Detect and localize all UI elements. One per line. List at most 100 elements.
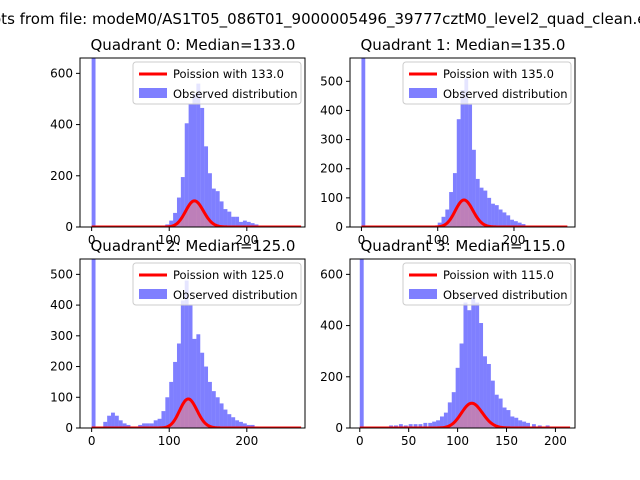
histogram-bar xyxy=(483,190,488,227)
y-tick-label: 300 xyxy=(320,133,343,147)
histogram-bar xyxy=(200,352,205,428)
histogram-bar xyxy=(200,107,205,227)
histogram-bar xyxy=(91,259,96,428)
histogram-bar xyxy=(513,221,518,227)
histogram-bar xyxy=(153,420,158,428)
histogram-bar xyxy=(479,323,484,428)
histogram-bar xyxy=(188,305,193,428)
poisson-fill xyxy=(91,398,302,428)
y-tick-label: 400 xyxy=(320,319,343,333)
histogram-bar xyxy=(118,420,123,428)
histogram-bar xyxy=(490,380,495,428)
histogram-bar xyxy=(443,412,448,428)
x-tick-label: 50 xyxy=(401,434,416,448)
histogram-bar xyxy=(208,381,212,428)
histogram-bar xyxy=(475,302,480,428)
panel-1-title: Quadrant 1: Median=135.0 xyxy=(361,36,566,54)
legend-line-label: Poission with 115.0 xyxy=(443,268,554,282)
histogram-bar xyxy=(231,216,236,227)
poisson-curve-group xyxy=(359,401,571,428)
histogram-bar xyxy=(518,420,523,428)
histogram-bar xyxy=(250,223,255,227)
histogram-bar xyxy=(436,420,440,428)
histogram-bar xyxy=(227,211,232,227)
x-tick-label: 100 xyxy=(158,233,181,247)
x-tick-label: 0 xyxy=(88,434,96,448)
histogram-bar xyxy=(204,366,209,428)
histogram-bar xyxy=(239,421,243,428)
histogram-bar xyxy=(483,356,487,428)
legend-box xyxy=(402,262,572,306)
panel-quadrant-1: 0 100 200 0 100 200 300 400 500 Poission with 135… xyxy=(320,36,576,247)
histogram-bar xyxy=(231,417,236,428)
histogram-bar xyxy=(196,334,201,428)
histogram-bar xyxy=(184,123,189,227)
histogram-bar xyxy=(459,343,464,428)
y-tick-label: 400 xyxy=(320,103,343,117)
histogram-bar xyxy=(502,407,507,428)
poisson-curve xyxy=(359,401,571,428)
axes-frame xyxy=(79,57,306,228)
histogram-bar xyxy=(467,310,472,428)
histogram-bars xyxy=(91,259,259,428)
legend: Poission with 125.0 Observed distribution xyxy=(132,262,302,306)
histogram-bar xyxy=(486,363,491,428)
histogram-bar xyxy=(246,221,251,227)
legend-bar-label: Observed distribution xyxy=(443,288,568,302)
histogram-bar xyxy=(464,78,469,227)
y-tick-label: 400 xyxy=(50,118,73,132)
histogram-bar xyxy=(475,178,480,227)
histogram-bar xyxy=(418,424,423,428)
panel-0-title: Quadrant 0: Median=133.0 xyxy=(91,36,296,54)
histogram-bar xyxy=(169,220,174,227)
histogram-bar xyxy=(142,423,146,428)
histogram-bar xyxy=(239,221,243,227)
panel-3-title: Quadrant 3: Median=115.0 xyxy=(361,237,566,255)
histogram-bar xyxy=(498,398,503,428)
histogram-bar xyxy=(223,409,228,428)
histogram-bar xyxy=(428,422,433,428)
x-tick-label: 200 xyxy=(235,233,258,247)
y-tick-label: 0 xyxy=(335,220,343,234)
legend-box xyxy=(132,262,302,306)
histogram-bar xyxy=(502,212,507,227)
legend-bar-swatch xyxy=(139,88,167,98)
histogram-bar xyxy=(235,420,240,428)
histogram-bar xyxy=(138,424,143,428)
histogram-bar xyxy=(126,424,131,428)
histogram-bar xyxy=(215,191,220,227)
axes-frame xyxy=(79,258,306,429)
legend-line-label: Poission with 133.0 xyxy=(173,67,284,81)
figure-suptitle: Plots from file: modeM0/AS1T05_086T01_90… xyxy=(0,10,640,29)
histogram-bar xyxy=(471,297,476,428)
histogram-bar xyxy=(235,216,240,227)
x-tick-label: 200 xyxy=(503,233,526,247)
y-tick-label: 500 xyxy=(50,267,73,281)
histogram-bar xyxy=(449,192,453,227)
histogram-bar xyxy=(176,197,181,227)
x-tick-label: 200 xyxy=(235,434,258,448)
legend-bar-swatch xyxy=(409,88,437,98)
histogram-bar xyxy=(463,302,468,428)
histogram-bar xyxy=(192,338,197,428)
legend: Poission with 115.0 Observed distribution xyxy=(402,262,572,306)
histogram-bar xyxy=(359,259,364,428)
histogram-bar xyxy=(491,203,495,227)
x-tick-label: 100 xyxy=(426,233,449,247)
histogram-bar xyxy=(510,219,514,227)
histogram-bar xyxy=(526,422,530,428)
histogram-bar xyxy=(91,58,96,227)
y-tick-label: 100 xyxy=(320,191,343,205)
histogram-bar xyxy=(176,343,181,428)
histogram-bar xyxy=(242,423,247,428)
panel-quadrant-0: 0 100 200 0 200 400 600 Poission with 133.0 Obse… xyxy=(50,36,306,247)
y-tick-label: 600 xyxy=(320,267,343,281)
histogram-bars xyxy=(359,259,566,428)
histogram-bar xyxy=(145,423,150,428)
histogram-bar xyxy=(432,421,437,428)
histogram-bar xyxy=(441,216,446,227)
histogram-bar xyxy=(192,93,197,227)
histogram-bar xyxy=(184,280,189,428)
x-tick-label: 0 xyxy=(356,434,364,448)
